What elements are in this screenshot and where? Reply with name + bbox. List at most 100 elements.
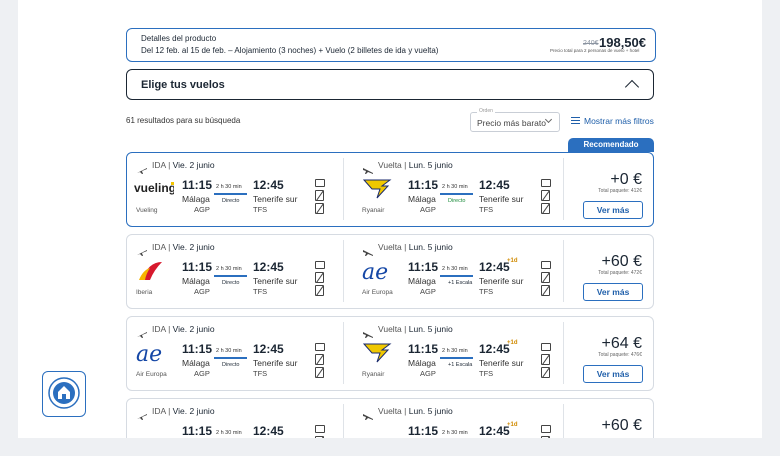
see-more-button[interactable]: Ver más bbox=[583, 365, 643, 383]
outbound-date: Vie. 2 junio bbox=[172, 242, 215, 252]
departure-time: 11:15 bbox=[408, 342, 439, 356]
recommended-tab: Recomendado bbox=[568, 138, 654, 152]
sort-value: Precio más barato bbox=[477, 118, 546, 128]
sort-caption: Orden bbox=[477, 108, 495, 114]
return-header: Vuelta | Lun. 5 junio bbox=[378, 242, 453, 252]
flight-card[interactable] bbox=[126, 152, 654, 227]
airline-logo bbox=[134, 260, 168, 282]
flight-card[interactable] bbox=[126, 398, 654, 438]
carry-on-bag-icon bbox=[315, 261, 325, 269]
outbound-label: IDA bbox=[152, 160, 166, 170]
return-date: Lun. 5 junio bbox=[408, 406, 453, 416]
flight-duration: 2 h 30 min bbox=[442, 266, 468, 272]
departure-time: 11:15 bbox=[182, 260, 213, 274]
arrival-time: 12:45 bbox=[253, 342, 284, 356]
next-day-indicator: +1d bbox=[507, 340, 518, 346]
airline-name: Air Europa bbox=[136, 371, 167, 378]
departure-code: AGP bbox=[194, 205, 210, 214]
outbound-header: IDA | Vie. 2 junio bbox=[152, 160, 215, 170]
carry-on-bag-icon bbox=[541, 425, 551, 433]
flight-duration: 2 h 30 min bbox=[442, 430, 468, 436]
stops-info: Directo bbox=[222, 280, 240, 286]
no-checked-bag-icon bbox=[541, 190, 550, 201]
return-date: Lun. 5 junio bbox=[408, 242, 453, 252]
return-header: Vuelta | Lun. 5 junio bbox=[378, 324, 453, 334]
flight-card[interactable] bbox=[126, 234, 654, 309]
carry-on-bag-icon bbox=[315, 343, 325, 351]
see-more-button[interactable]: Ver más bbox=[583, 201, 643, 219]
separator: | bbox=[165, 242, 173, 252]
departure-code: AGP bbox=[420, 369, 436, 378]
flight-duration: 2 h 30 min bbox=[442, 348, 468, 354]
price-divider bbox=[563, 240, 564, 302]
plane-landing-icon bbox=[362, 326, 374, 338]
no-checked-bag-icon bbox=[541, 203, 550, 214]
return-label: Vuelta bbox=[378, 242, 402, 252]
return-label: Vuelta bbox=[378, 160, 402, 170]
separator: | bbox=[165, 160, 173, 170]
no-checked-bag-icon bbox=[541, 354, 550, 365]
protection-badge[interactable] bbox=[42, 371, 86, 417]
airline-logo: ae bbox=[360, 260, 394, 285]
see-more-button[interactable]: Ver más bbox=[583, 283, 643, 301]
outbound-header: IDA | Vie. 2 junio bbox=[152, 324, 215, 334]
page-stage: { "product": { "title": "Detalles del pr… bbox=[18, 0, 762, 438]
arrival-time: 12:45 bbox=[479, 342, 510, 356]
plane-landing-icon bbox=[362, 162, 374, 174]
departure-city: Málaga bbox=[408, 194, 436, 204]
no-checked-bag-icon bbox=[541, 285, 550, 296]
no-checked-bag-icon bbox=[315, 203, 324, 214]
duration-line bbox=[440, 193, 473, 195]
no-checked-bag-icon bbox=[315, 190, 324, 201]
duration-line bbox=[214, 275, 247, 277]
carry-on-bag-icon bbox=[315, 179, 325, 187]
next-day-indicator: +1d bbox=[507, 422, 518, 428]
arrival-code: TFS bbox=[253, 205, 268, 214]
separator: | bbox=[401, 406, 409, 416]
separator: | bbox=[401, 160, 409, 170]
chevron-up-icon[interactable] bbox=[624, 79, 640, 95]
plane-takeoff-icon bbox=[136, 408, 148, 420]
plane-takeoff-icon bbox=[136, 162, 148, 174]
arrival-city: Tenerife sur bbox=[253, 358, 298, 368]
leg-divider bbox=[343, 322, 344, 384]
arrival-code: TFS bbox=[479, 205, 494, 214]
carry-on-bag-icon bbox=[541, 343, 551, 351]
plane-landing-icon bbox=[362, 408, 374, 420]
airline-name: Air Europa bbox=[362, 289, 393, 296]
sort-select[interactable]: Orden Precio más barato bbox=[470, 108, 560, 132]
leg-divider bbox=[343, 240, 344, 302]
flight-duration: 2 h 30 min bbox=[216, 430, 242, 436]
carry-on-bag-icon bbox=[541, 179, 551, 187]
product-title: Detalles del producto bbox=[141, 34, 217, 43]
choose-flights-header[interactable]: Elige tus vuelos bbox=[126, 69, 654, 100]
no-checked-bag-icon bbox=[315, 367, 324, 378]
total-price: 198,50€ bbox=[599, 35, 646, 50]
outbound-date: Vie. 2 junio bbox=[172, 406, 215, 416]
airline-logo: vueling bbox=[134, 178, 176, 200]
return-label: Vuelta bbox=[378, 324, 402, 334]
more-filters-link[interactable]: Mostrar más filtros bbox=[571, 116, 654, 126]
product-details-box: Detalles del producto Del 12 feb. al 15 … bbox=[126, 28, 656, 62]
svg-text:ae: ae bbox=[136, 342, 162, 364]
departure-time: 11:15 bbox=[182, 178, 213, 192]
return-date: Lun. 5 junio bbox=[408, 160, 453, 170]
arrival-city: Tenerife sur bbox=[479, 194, 524, 204]
flight-card[interactable] bbox=[126, 316, 654, 391]
arrival-city: Tenerife sur bbox=[253, 276, 298, 286]
departure-time: 11:15 bbox=[408, 424, 439, 438]
old-price: 240€ bbox=[583, 40, 599, 47]
departure-city: Málaga bbox=[182, 358, 210, 368]
departure-code: AGP bbox=[194, 287, 210, 296]
leg-divider bbox=[343, 158, 344, 220]
plane-takeoff-icon bbox=[136, 244, 148, 256]
arrival-city: Tenerife sur bbox=[253, 194, 298, 204]
arrival-code: TFS bbox=[479, 287, 494, 296]
airline-logo bbox=[360, 178, 394, 200]
price-difference: +60 € bbox=[601, 417, 642, 434]
airline-name: Iberia bbox=[136, 289, 153, 296]
flight-duration: 2 h 30 min bbox=[216, 184, 242, 190]
plane-takeoff-icon bbox=[136, 326, 148, 338]
airline-name: Vueling bbox=[136, 207, 158, 214]
outbound-header: IDA | Vie. 2 junio bbox=[152, 242, 215, 252]
